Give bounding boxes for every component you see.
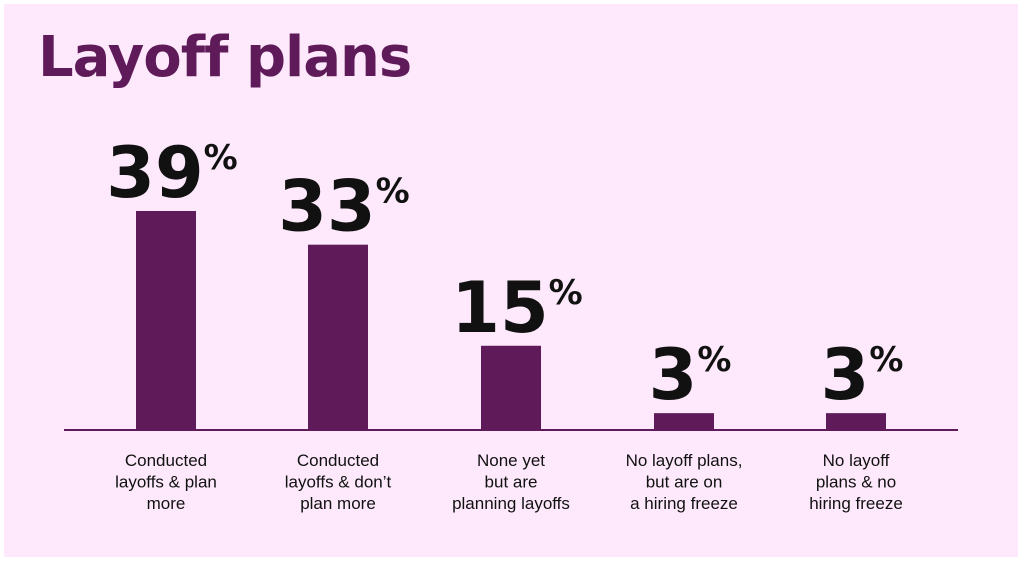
bar [654, 413, 714, 430]
bar [308, 244, 368, 430]
data-label: 3% [821, 334, 904, 416]
category-label: No layoff plans, but are on a hiring freez… [626, 451, 743, 513]
category-label: No layoff plans & no hiring freeze [809, 451, 903, 513]
category-label: Conducted layoffs & plan more [115, 451, 217, 513]
data-label: 39% [106, 132, 238, 214]
data-label: 33% [278, 166, 410, 248]
data-label: 3% [649, 334, 732, 416]
data-label: 15% [451, 267, 583, 349]
category-label: Conducted layoffs & don’t plan more [285, 451, 392, 513]
chart-title: Layoff plans [38, 25, 412, 90]
bar [136, 211, 196, 430]
category-label: None yet but are planning layoffs [452, 451, 570, 513]
bar [826, 413, 886, 430]
bar [481, 345, 541, 430]
